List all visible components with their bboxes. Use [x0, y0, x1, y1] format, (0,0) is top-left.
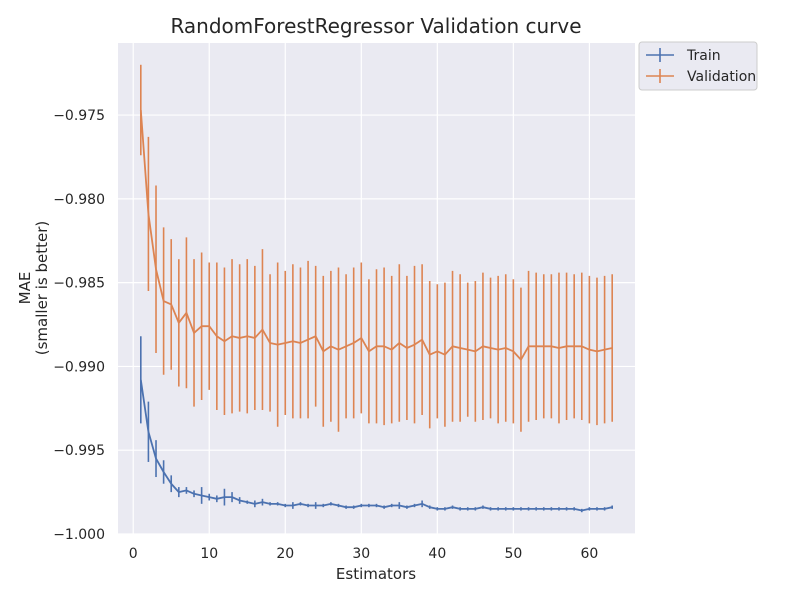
x-tick-label: 10 — [200, 546, 218, 562]
validation-series — [139, 64, 613, 432]
validation-line — [139, 109, 613, 361]
x-axis-label: Estimators — [336, 565, 416, 583]
y-tick-label: −0.995 — [53, 443, 105, 459]
x-tick-label: 30 — [352, 546, 370, 562]
x-tick-label: 50 — [504, 546, 522, 562]
series — [139, 64, 613, 513]
y-axis-label-line-2: (smaller is better) — [33, 221, 51, 355]
x-tick-label: 0 — [129, 546, 138, 562]
train-series — [139, 336, 613, 513]
y-axis-label-line-1: MAE — [16, 272, 34, 305]
tick-labels: 0 10 20 30 40 50 60 −1.000 −0.995 −0.990 −0.985 −0.… — [53, 108, 598, 562]
x-tick-label: 40 — [428, 546, 446, 562]
legend-box — [638, 41, 758, 91]
y-tick-label: −1.000 — [53, 527, 105, 543]
legend-train-label: Train — [686, 48, 721, 64]
y-tick-label: −0.980 — [53, 192, 105, 208]
x-tick-label: 20 — [276, 546, 294, 562]
chart-title: RandomForestRegressor Validation curve — [170, 14, 581, 38]
legend-validation-label: Validation — [687, 69, 756, 85]
y-tick-label: −0.985 — [53, 276, 105, 292]
y-tick-label: −0.975 — [53, 108, 105, 124]
train-line — [139, 379, 613, 512]
legend: Train Validation — [638, 41, 758, 91]
x-tick-label: 60 — [580, 546, 598, 562]
y-tick-label: −0.990 — [53, 359, 105, 375]
